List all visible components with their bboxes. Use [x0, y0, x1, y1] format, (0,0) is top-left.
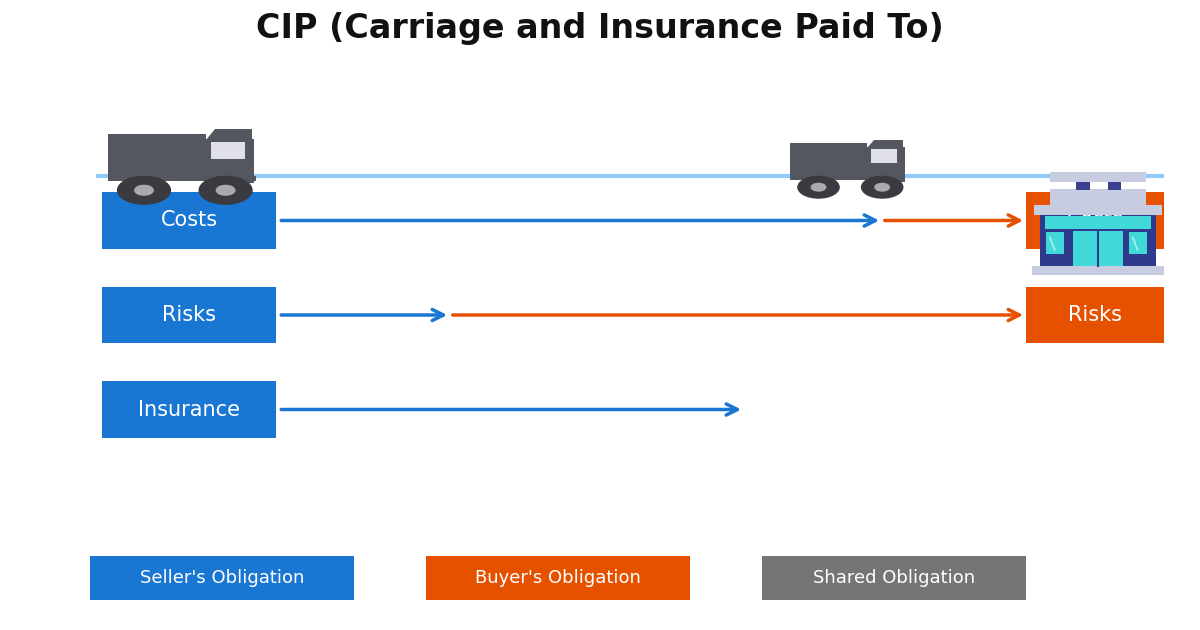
FancyBboxPatch shape — [1108, 181, 1121, 190]
Circle shape — [134, 185, 154, 195]
Circle shape — [875, 183, 889, 191]
FancyBboxPatch shape — [90, 556, 354, 600]
Text: CIP (Carriage and Insurance Paid To): CIP (Carriage and Insurance Paid To) — [256, 12, 944, 45]
FancyBboxPatch shape — [108, 178, 252, 181]
Text: Insurance: Insurance — [138, 399, 240, 420]
Circle shape — [216, 185, 235, 195]
FancyBboxPatch shape — [426, 556, 690, 600]
Polygon shape — [868, 140, 902, 149]
Text: Risks: Risks — [1068, 305, 1122, 325]
Text: Risks: Risks — [162, 305, 216, 325]
Circle shape — [118, 176, 170, 204]
FancyBboxPatch shape — [1026, 287, 1164, 343]
FancyBboxPatch shape — [791, 178, 902, 180]
FancyBboxPatch shape — [871, 149, 898, 163]
Circle shape — [199, 176, 252, 204]
FancyBboxPatch shape — [204, 139, 254, 183]
FancyBboxPatch shape — [1045, 216, 1151, 229]
Circle shape — [862, 176, 902, 198]
FancyBboxPatch shape — [102, 381, 276, 438]
FancyBboxPatch shape — [108, 134, 206, 180]
FancyBboxPatch shape — [102, 287, 276, 343]
Text: Buyer's Obligation: Buyer's Obligation — [475, 569, 641, 587]
FancyBboxPatch shape — [791, 144, 868, 179]
Circle shape — [811, 183, 826, 191]
FancyBboxPatch shape — [1050, 172, 1146, 182]
Text: Costs: Costs — [161, 210, 217, 231]
FancyBboxPatch shape — [1073, 231, 1123, 266]
Polygon shape — [206, 129, 252, 140]
Text: Costs: Costs — [1067, 210, 1123, 231]
FancyBboxPatch shape — [1076, 181, 1090, 190]
FancyBboxPatch shape — [232, 176, 256, 181]
FancyBboxPatch shape — [1026, 192, 1164, 249]
FancyBboxPatch shape — [762, 556, 1026, 600]
Text: Seller's Obligation: Seller's Obligation — [140, 569, 304, 587]
FancyBboxPatch shape — [102, 192, 276, 249]
FancyBboxPatch shape — [865, 147, 905, 181]
FancyBboxPatch shape — [1050, 189, 1146, 205]
FancyBboxPatch shape — [1046, 232, 1064, 254]
Circle shape — [798, 176, 839, 198]
FancyBboxPatch shape — [1032, 266, 1164, 275]
FancyBboxPatch shape — [211, 142, 245, 159]
FancyBboxPatch shape — [1040, 214, 1156, 266]
FancyBboxPatch shape — [1129, 232, 1147, 254]
FancyBboxPatch shape — [1034, 205, 1162, 215]
Text: Shared Obligation: Shared Obligation — [812, 569, 976, 587]
